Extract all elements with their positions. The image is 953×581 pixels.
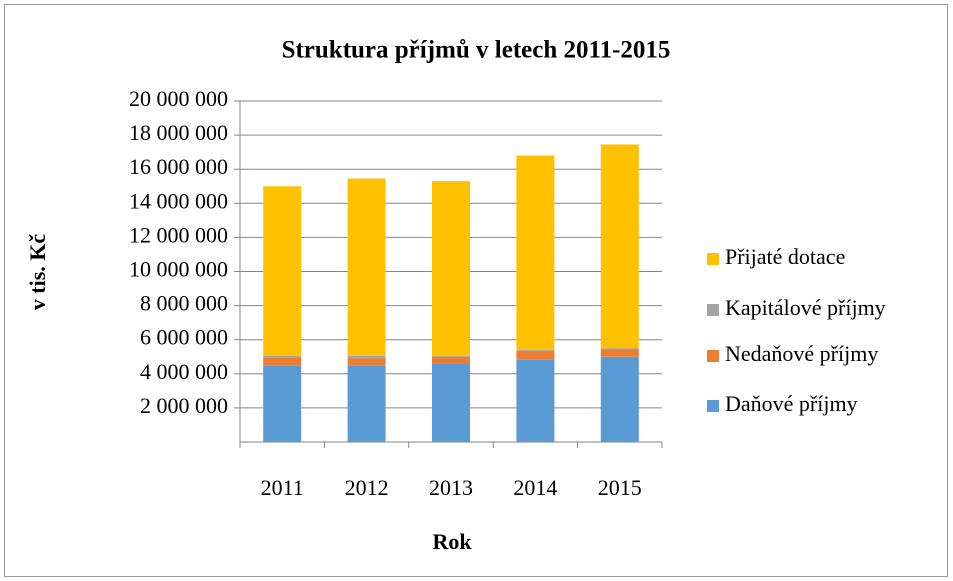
y-tick-label: 20 000 000 [129, 86, 228, 111]
chart-title: Struktura příjmů v letech 2011-2015 [282, 37, 671, 64]
legend-label: Přijaté dotace [725, 244, 845, 269]
x-tick-label: 2012 [345, 475, 389, 500]
y-tick-label: 2 000 000 [140, 393, 228, 418]
bar-segment [516, 359, 555, 442]
bar-segment [347, 178, 386, 356]
y-tick-label: 10 000 000 [129, 257, 228, 282]
y-tick-label: 12 000 000 [129, 222, 228, 247]
x-axis-label: Rok [432, 529, 472, 554]
legend-swatch [707, 253, 719, 265]
legend-swatch [707, 350, 719, 362]
bar-segment [347, 355, 386, 359]
y-tick-label: 18 000 000 [129, 120, 228, 145]
chart-border [4, 4, 948, 577]
y-tick-label: 6 000 000 [140, 325, 228, 350]
legend-label: Kapitálové příjmy [725, 295, 886, 320]
bar-segment [263, 365, 302, 442]
x-tick-label: 2013 [429, 475, 473, 500]
y-tick-label: 8 000 000 [140, 291, 228, 316]
y-tick-label: 16 000 000 [129, 154, 228, 179]
bar-segment [516, 350, 555, 360]
legend-swatch [707, 304, 719, 316]
legend-label: Nedaňové příjmy [725, 341, 878, 366]
bar-segment [600, 356, 639, 442]
bar-segment [432, 355, 470, 357]
legend-label: Daňové příjmy [725, 391, 858, 416]
bar-segment [600, 348, 639, 350]
bar-segment [432, 356, 470, 364]
bar-segment [600, 144, 639, 349]
x-tick-label: 2011 [261, 475, 304, 500]
bar-segment [516, 349, 555, 351]
bar-segment [347, 358, 386, 366]
bar-segment [600, 349, 639, 357]
y-axis-label: v tis. Kč [25, 234, 50, 311]
bar-segment [263, 357, 302, 366]
bar-segment [263, 186, 302, 356]
bar-segment [263, 355, 302, 358]
y-tick-label: 4 000 000 [140, 359, 228, 384]
bar-segment [347, 365, 386, 442]
bar-segment [432, 363, 470, 442]
bar-segment [432, 181, 470, 356]
x-tick-label: 2015 [598, 475, 642, 500]
bar-segment [516, 155, 555, 350]
x-tick-label: 2014 [513, 475, 557, 500]
y-tick-label: 14 000 000 [129, 188, 228, 213]
legend-swatch [707, 400, 719, 412]
